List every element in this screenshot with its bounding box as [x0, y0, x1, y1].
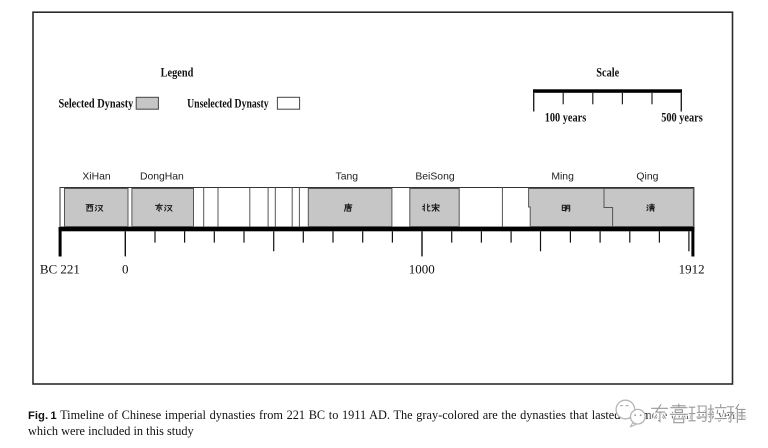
svg-text:0: 0 — [122, 261, 129, 276]
svg-text:XiHan: XiHan — [82, 172, 111, 183]
svg-text:DongHan: DongHan — [140, 172, 184, 183]
svg-text:Scale: Scale — [596, 67, 619, 80]
svg-text:500 years: 500 years — [661, 111, 703, 124]
svg-text:BeiSong: BeiSong — [415, 172, 455, 183]
svg-text:Tang: Tang — [336, 172, 359, 183]
svg-text:Qing: Qing — [636, 172, 658, 183]
svg-text:100 years: 100 years — [545, 111, 587, 124]
svg-text:1912: 1912 — [679, 261, 705, 276]
svg-text:BC 221: BC 221 — [40, 261, 80, 276]
svg-text:Unselected Dynasty: Unselected Dynasty — [187, 97, 269, 110]
svg-text:1000: 1000 — [409, 261, 435, 276]
svg-text:Ming: Ming — [551, 172, 574, 183]
svg-text:Selected Dynasty: Selected Dynasty — [59, 97, 134, 110]
svg-text:Legend: Legend — [161, 67, 194, 80]
